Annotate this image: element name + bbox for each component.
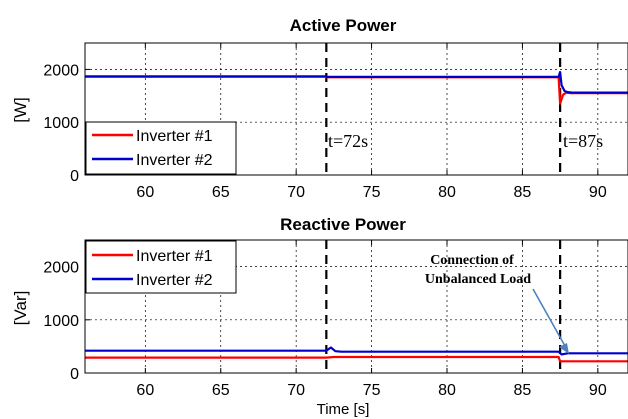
active-power-legend: Inverter #1 Inverter #2	[85, 121, 237, 175]
reactive-power-frame	[84, 239, 628, 374]
x-tick-label: 80	[438, 184, 456, 201]
reactive-power-series	[85, 346, 628, 363]
active-power-series	[85, 70, 628, 105]
x-tick-label: 85	[514, 184, 532, 201]
y-tick-label: 2000	[43, 260, 79, 277]
active-power-ticks: 60 65 70 75 80 85 90 0 1000 2000	[43, 43, 607, 201]
active-power-title: Active Power	[290, 16, 397, 35]
legend-label-inverter-1: Inverter #1	[136, 128, 213, 145]
x-tick-label: 60	[136, 184, 154, 201]
x-tick-label: 70	[287, 184, 305, 201]
legend-label-inverter-1: Inverter #1	[136, 248, 213, 265]
annotation-arrowhead	[559, 343, 569, 354]
x-tick-label: 75	[363, 184, 381, 201]
x-tick-label: 65	[212, 184, 230, 201]
legend-label-inverter-2: Inverter #2	[136, 152, 213, 169]
legend-label-inverter-2: Inverter #2	[136, 272, 213, 289]
reactive-power-ylabel: [Var]	[11, 291, 30, 326]
y-tick-label: 1000	[43, 115, 79, 132]
active-power-ylabel: [W]	[11, 97, 30, 123]
x-tick-label: 75	[363, 382, 381, 399]
active-power-event-lines	[325, 43, 562, 175]
x-tick-label: 80	[438, 382, 456, 399]
y-tick-label: 2000	[43, 62, 79, 79]
event-label-t87: t=87s	[563, 131, 603, 151]
reactive-power-legend: Inverter #1 Inverter #2	[85, 240, 237, 294]
annotation-unbalanced-load: Connection of Unbalanced Load	[425, 253, 569, 354]
reactive-power-panel: Reactive Power 60 65 70 75 80 85 90 0 1000 2000 […	[11, 215, 628, 418]
x-tick-label: 85	[514, 382, 532, 399]
reactive-power-title: Reactive Power	[280, 215, 406, 234]
y-tick-label: 0	[70, 168, 79, 185]
annotation-arrow-shaft	[532, 288, 566, 347]
x-tick-label: 65	[212, 382, 230, 399]
x-tick-label: 70	[287, 382, 305, 399]
x-tick-label: 90	[589, 184, 607, 201]
reactive-power-xlabel: Time [s]	[317, 401, 370, 418]
series-line-inverter-1	[85, 355, 628, 363]
event-label-t72: t=72s	[328, 131, 368, 151]
active-power-frame	[84, 42, 628, 176]
active-power-panel: Active Power 60 65 70 75 80 85 90 0 1000 2000 [W]…	[11, 16, 628, 201]
x-tick-label: 90	[589, 382, 607, 399]
annotation-line-2: Unbalanced Load	[425, 272, 531, 287]
annotation-line-1: Connection of	[430, 253, 514, 268]
y-tick-label: 0	[70, 366, 79, 383]
x-tick-label: 60	[136, 382, 154, 399]
y-tick-label: 1000	[43, 313, 79, 330]
series-line-inverter-2	[85, 346, 628, 356]
series-line-inverter-2	[85, 70, 628, 94]
reactive-power-legend-box	[85, 240, 237, 294]
active-power-legend-box	[85, 121, 237, 175]
